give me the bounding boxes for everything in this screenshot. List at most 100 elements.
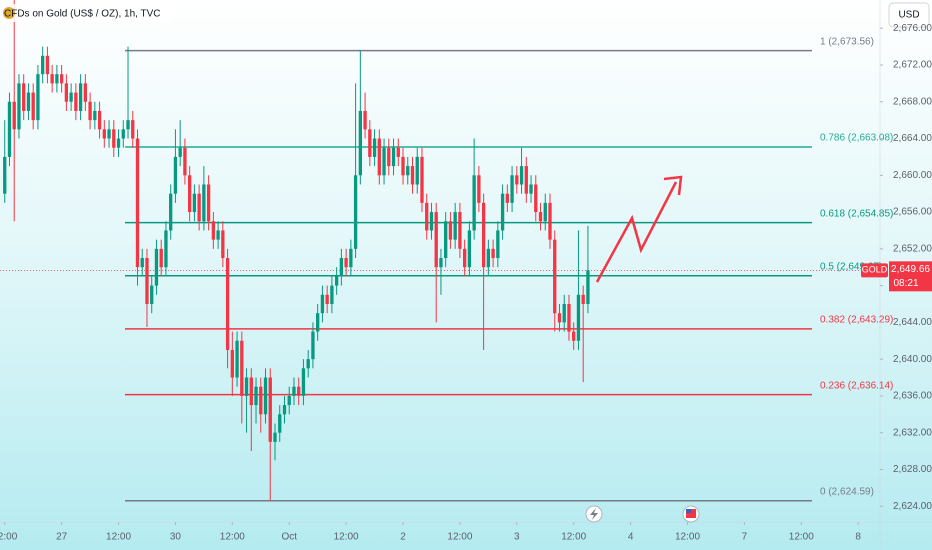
candle-body xyxy=(505,193,509,203)
candle-body xyxy=(240,340,244,396)
fib-label: 0.236 (2,636.14) xyxy=(820,380,893,391)
candle-body xyxy=(358,110,363,176)
candle-body xyxy=(50,74,54,84)
candle-body xyxy=(64,83,69,102)
price-tag xyxy=(889,261,932,292)
price-tag-label: 2,649.66 xyxy=(891,264,930,275)
candle-body xyxy=(576,294,581,341)
candle-body xyxy=(325,294,329,304)
fib-label: 0.382 (2,643.29) xyxy=(820,315,893,326)
candle-body xyxy=(282,405,287,415)
y-tick-label: 2,636.00 xyxy=(893,391,932,402)
y-tick-label: 2,668.00 xyxy=(893,96,932,107)
candle-body xyxy=(78,83,83,111)
fib-label: 0.5 (2,649.07) xyxy=(820,261,882,272)
candle-body xyxy=(368,129,372,157)
candle-body xyxy=(150,285,154,304)
chart-title: CFDs on Gold (US$ / OZ), 1h, TVC xyxy=(4,9,161,20)
candle-body xyxy=(254,386,258,406)
candle-body xyxy=(221,230,225,259)
projection-arrow xyxy=(595,181,678,283)
candle-body xyxy=(444,221,448,259)
candle-body xyxy=(97,110,102,130)
candle-body xyxy=(311,331,315,360)
candle-body xyxy=(500,193,505,231)
arrow-head xyxy=(663,175,683,196)
fib-label: 0.786 (2,663.08) xyxy=(820,133,893,144)
candle-body xyxy=(31,92,35,121)
y-tick-label: 2,640.00 xyxy=(893,354,932,365)
candle-body xyxy=(372,138,377,157)
candle-body xyxy=(529,184,533,194)
currency-label[interactable]: USD xyxy=(898,10,919,21)
candle-body xyxy=(74,92,78,111)
candle-body xyxy=(477,175,481,203)
candle-body xyxy=(131,120,135,139)
candle-body xyxy=(481,202,486,268)
candle-body xyxy=(320,294,325,314)
x-tick-label: 4 xyxy=(628,532,634,543)
candle-body xyxy=(7,101,12,157)
y-tick-label: 2,676.00 xyxy=(893,23,932,34)
candle-body xyxy=(548,202,552,240)
x-tick-label: Oct xyxy=(281,532,297,543)
candle-body xyxy=(192,193,197,213)
candle-body xyxy=(448,221,453,240)
symbol-icon xyxy=(3,7,15,19)
candle-body xyxy=(581,294,585,304)
candle-body xyxy=(22,83,26,111)
candle-body xyxy=(387,147,391,167)
y-tick-label: 2,628.00 xyxy=(893,464,932,475)
y-tick-label: 2,664.00 xyxy=(893,133,932,144)
candle-body xyxy=(538,212,543,222)
candle-body xyxy=(17,83,21,130)
candle-body xyxy=(278,414,282,433)
candle-body xyxy=(3,156,7,194)
candle-body xyxy=(159,248,163,268)
candle-body xyxy=(472,175,476,231)
candle-body xyxy=(515,175,519,185)
x-tick-label: 27 xyxy=(56,532,68,543)
candle-body xyxy=(88,101,92,121)
candle-body xyxy=(363,110,367,130)
candle-body xyxy=(543,202,547,222)
currency-button[interactable] xyxy=(888,2,930,28)
fib-label: 0.618 (2,654.85) xyxy=(820,208,893,219)
fib-label: 0 (2,624.59) xyxy=(820,486,874,497)
candle-body xyxy=(377,138,381,176)
x-tick-label: 12:00 xyxy=(447,532,472,543)
candle-body xyxy=(216,230,220,240)
candle-body xyxy=(334,276,339,286)
candle-body xyxy=(453,212,457,240)
symbol-tag-label: GOLD xyxy=(862,265,888,275)
candle-body xyxy=(121,129,125,139)
candle-body xyxy=(301,368,306,396)
candle-body xyxy=(145,258,149,304)
candle-body xyxy=(249,377,253,406)
x-tick-label: 3 xyxy=(514,532,520,543)
x-tick-label: 12:00 xyxy=(789,532,814,543)
candle-body xyxy=(126,120,130,130)
title-bg xyxy=(0,4,170,22)
candle-body xyxy=(169,193,173,231)
candle-body xyxy=(102,129,106,139)
candle-body xyxy=(112,129,116,148)
x-tick-label: 12:00 xyxy=(106,532,131,543)
candle-body xyxy=(292,386,296,396)
candle-body xyxy=(45,55,50,75)
candle-body xyxy=(154,248,159,286)
candle-body xyxy=(562,303,566,323)
candle-body xyxy=(41,55,45,75)
candle-body xyxy=(83,83,88,102)
y-tick-label: 2,672.00 xyxy=(893,60,932,71)
candle-body xyxy=(496,230,500,259)
candle-body xyxy=(391,147,396,167)
candle-body xyxy=(259,386,263,415)
countdown-label: 08:21 xyxy=(893,278,918,289)
candle-body xyxy=(339,258,344,277)
x-tick-label: 12:00 xyxy=(334,532,359,543)
candle-body xyxy=(12,101,16,130)
x-tick-label: 7 xyxy=(742,532,748,543)
x-tick-label: 8 xyxy=(855,532,861,543)
candle-body xyxy=(107,129,111,139)
